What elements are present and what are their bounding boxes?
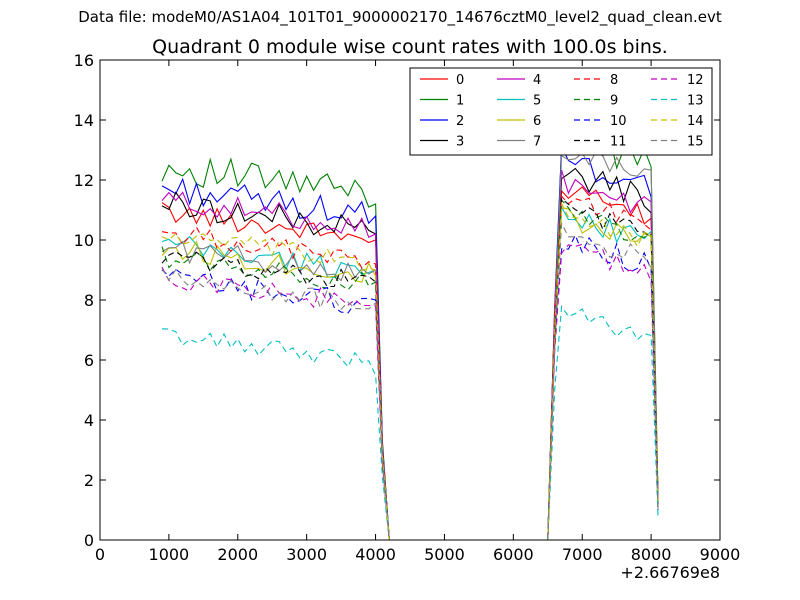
y-tick-label: 16 xyxy=(74,51,94,70)
y-tick-label: 6 xyxy=(84,351,94,370)
x-tick-label: 6000 xyxy=(493,545,534,564)
legend-label-0: 0 xyxy=(456,73,464,88)
y-tick-label: 12 xyxy=(74,171,94,190)
legend-label-9: 9 xyxy=(610,94,618,109)
legend-label-12: 12 xyxy=(687,73,704,88)
series-line-10 xyxy=(161,233,659,541)
series-line-2 xyxy=(161,146,659,541)
x-offset-label: +2.66769e8 xyxy=(620,563,720,582)
y-tick-label: 14 xyxy=(74,111,94,130)
axes: 0 1000 2000 3000 4000 5000 6000 7000 8000 9000 0 2 4… xyxy=(74,51,741,564)
x-tick-label: 8000 xyxy=(631,545,672,564)
legend-label-6: 6 xyxy=(533,114,541,129)
y-tick-label: 4 xyxy=(84,411,94,430)
series-line-12 xyxy=(161,243,659,541)
legend-label-10: 10 xyxy=(610,114,627,129)
legend-label-11: 11 xyxy=(610,135,627,150)
series-line-7 xyxy=(161,150,659,541)
series-line-11 xyxy=(161,197,659,541)
x-tick-label: 5000 xyxy=(424,545,465,564)
series-line-8 xyxy=(161,194,659,541)
x-tick-label: 7000 xyxy=(562,545,603,564)
x-tick-label: 0 xyxy=(95,545,105,564)
legend-label-15: 15 xyxy=(687,135,704,150)
legend-label-13: 13 xyxy=(687,94,704,109)
x-tick-label: 3000 xyxy=(286,545,327,564)
series-line-14 xyxy=(161,201,659,541)
series-line-4 xyxy=(161,169,659,541)
y-tick-label: 0 xyxy=(84,531,94,550)
series-line-0 xyxy=(161,186,659,541)
series-line-15 xyxy=(161,221,659,541)
x-tick-label: 2000 xyxy=(217,545,258,564)
chart-title: Quadrant 0 module wise count rates with … xyxy=(152,36,668,58)
series-line-9 xyxy=(161,198,659,541)
series-line-5 xyxy=(161,205,659,541)
legend-label-5: 5 xyxy=(533,94,541,109)
y-tick-label: 2 xyxy=(84,471,94,490)
x-tick-label: 9000 xyxy=(700,545,741,564)
series-lines xyxy=(161,122,659,541)
x-tick-label: 4000 xyxy=(355,545,396,564)
legend-label-1: 1 xyxy=(456,94,464,109)
legend-label-2: 2 xyxy=(456,114,464,129)
legend-label-7: 7 xyxy=(533,135,541,150)
series-line-6 xyxy=(161,207,659,541)
legend-label-14: 14 xyxy=(687,114,704,129)
series-line-3 xyxy=(161,167,659,541)
legend-label-3: 3 xyxy=(456,135,464,150)
y-tick-label: 8 xyxy=(84,291,94,310)
x-tick-label: 1000 xyxy=(149,545,190,564)
legend-label-4: 4 xyxy=(533,73,541,88)
series-line-13 xyxy=(161,304,659,541)
legend-label-8: 8 xyxy=(610,73,618,88)
y-tick-label: 10 xyxy=(74,231,94,250)
chart-suptitle: Data file: modeM0/AS1A04_101T01_90000021… xyxy=(78,8,722,26)
